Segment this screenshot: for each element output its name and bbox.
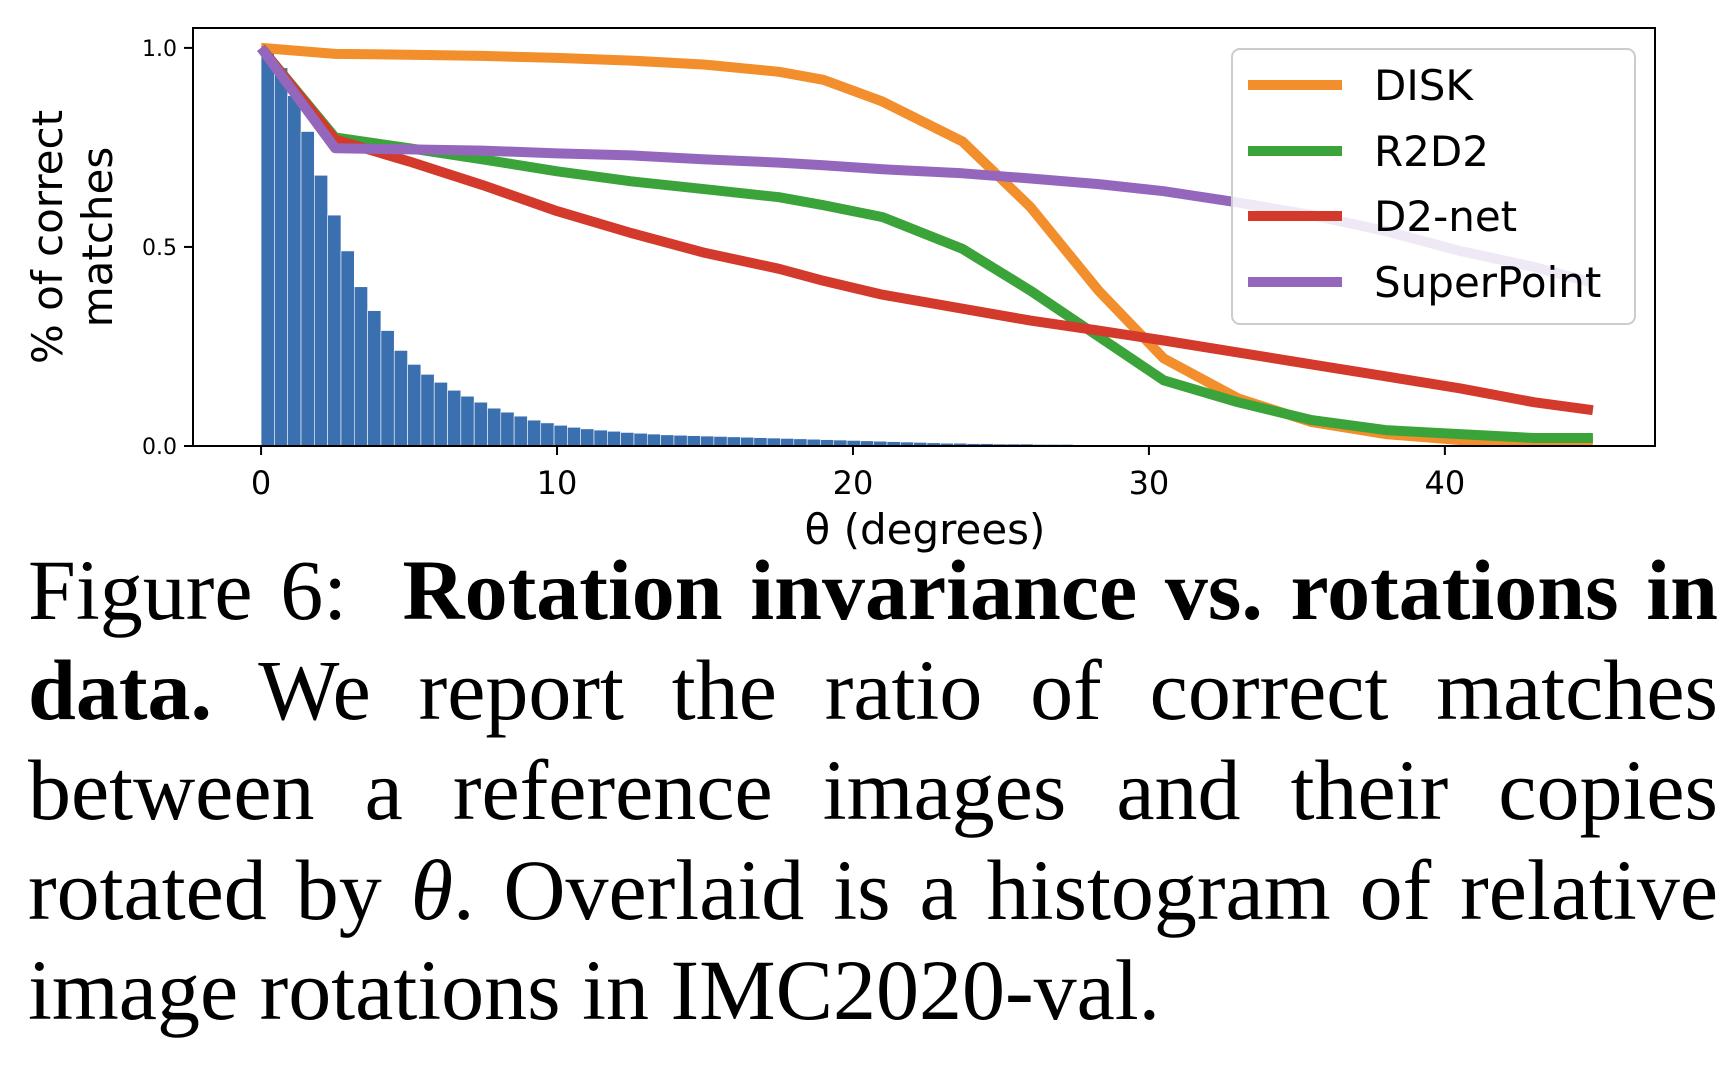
histogram-bar	[700, 435, 715, 447]
histogram-bar	[633, 432, 648, 447]
caption-math-theta: θ	[410, 842, 453, 938]
histogram-bar	[300, 131, 315, 447]
histogram-bar	[713, 436, 728, 447]
plot-frame	[192, 27, 1656, 447]
y-axis-label: % of correct matches	[23, 110, 122, 364]
x-tick-label: 40	[1425, 464, 1466, 502]
histogram-bar	[473, 401, 488, 447]
x-tick-label: 10	[537, 464, 578, 502]
y-tick-label: 0.5	[142, 236, 177, 261]
x-tick-label: 20	[833, 464, 874, 502]
histogram-bar	[393, 350, 408, 447]
histogram-bar	[407, 364, 422, 447]
histogram-bar	[607, 430, 621, 447]
histogram-bar	[567, 426, 581, 447]
histogram-bar	[367, 310, 382, 447]
histogram-bar	[646, 433, 661, 447]
histogram-bar	[780, 438, 795, 447]
histogram-bar	[553, 424, 568, 447]
y-tick-label: 1.0	[142, 37, 177, 62]
histogram-bar	[353, 286, 368, 447]
y-tick-label: 0.0	[142, 435, 177, 460]
series-line-r2d2	[257, 44, 1593, 443]
histogram-bar	[513, 415, 528, 447]
histogram-bar	[766, 437, 781, 447]
histogram-bar	[274, 67, 289, 447]
histogram-bar	[620, 432, 635, 447]
legend-label-d2net: D2-net	[1374, 192, 1517, 241]
caption-figure-label: Figure 6:	[28, 542, 348, 638]
caption-title: Rotation invariance vs. rotations in dat…	[28, 542, 1719, 738]
histogram-bar	[673, 434, 688, 447]
histogram-bar	[753, 437, 768, 447]
histogram-bar	[660, 434, 675, 447]
legend: DISK R2D2 D2-net SuperPoint	[1231, 48, 1636, 325]
histogram-bar	[314, 174, 328, 447]
histogram-bar	[793, 438, 808, 447]
caption-text-part-1: We report the ratio of correct matches b…	[28, 642, 1718, 938]
rotation-invariance-chart: 0 10 20 30 40 0.0 0.5 1.0 θ (degrees) % of cor…	[23, 27, 1656, 554]
rotation-histogram	[260, 47, 1194, 447]
histogram-bar	[287, 95, 302, 447]
histogram-bar	[487, 407, 502, 447]
histogram-bar	[340, 250, 355, 447]
histogram-bar	[260, 47, 275, 447]
histogram-bar	[447, 389, 462, 447]
caption-text-part-2: . Overlaid is a histogram of relative im…	[28, 842, 1718, 1038]
histogram-bar	[527, 419, 542, 447]
x-tick-label: 30	[1129, 464, 1170, 502]
legend-label-disk: DISK	[1374, 61, 1474, 110]
histogram-bar	[686, 435, 701, 447]
histogram-bar	[500, 411, 515, 447]
histogram-bar	[420, 374, 435, 447]
histogram-bar	[593, 429, 608, 447]
histogram-bar	[327, 214, 342, 447]
histogram-bar	[806, 438, 821, 447]
figure-caption: Figure 6: Rotation invariance vs. rotati…	[28, 540, 1718, 1040]
histogram-bar	[433, 382, 448, 447]
legend-label-r2d2: R2D2	[1374, 127, 1489, 176]
histogram-bar	[380, 330, 395, 447]
y-axis-label-line-2: matches	[73, 147, 122, 328]
x-axis-label: θ (degrees)	[805, 505, 1046, 554]
series-line-d2net	[257, 44, 1594, 416]
histogram-bar	[726, 436, 741, 447]
histogram-bar	[580, 428, 595, 447]
y-axis-label-line-1: % of correct	[23, 110, 72, 364]
x-tick-label: 0	[251, 464, 271, 502]
histogram-bar	[460, 395, 475, 447]
y-axis-ticks: 0.0 0.5 1.0	[142, 37, 193, 460]
legend-frame	[1231, 48, 1636, 325]
histogram-bar	[740, 436, 755, 447]
x-axis-ticks: 0 10 20 30 40	[251, 446, 1465, 502]
legend-label-superpoint: SuperPoint	[1374, 258, 1601, 307]
histogram-bar	[540, 422, 555, 447]
